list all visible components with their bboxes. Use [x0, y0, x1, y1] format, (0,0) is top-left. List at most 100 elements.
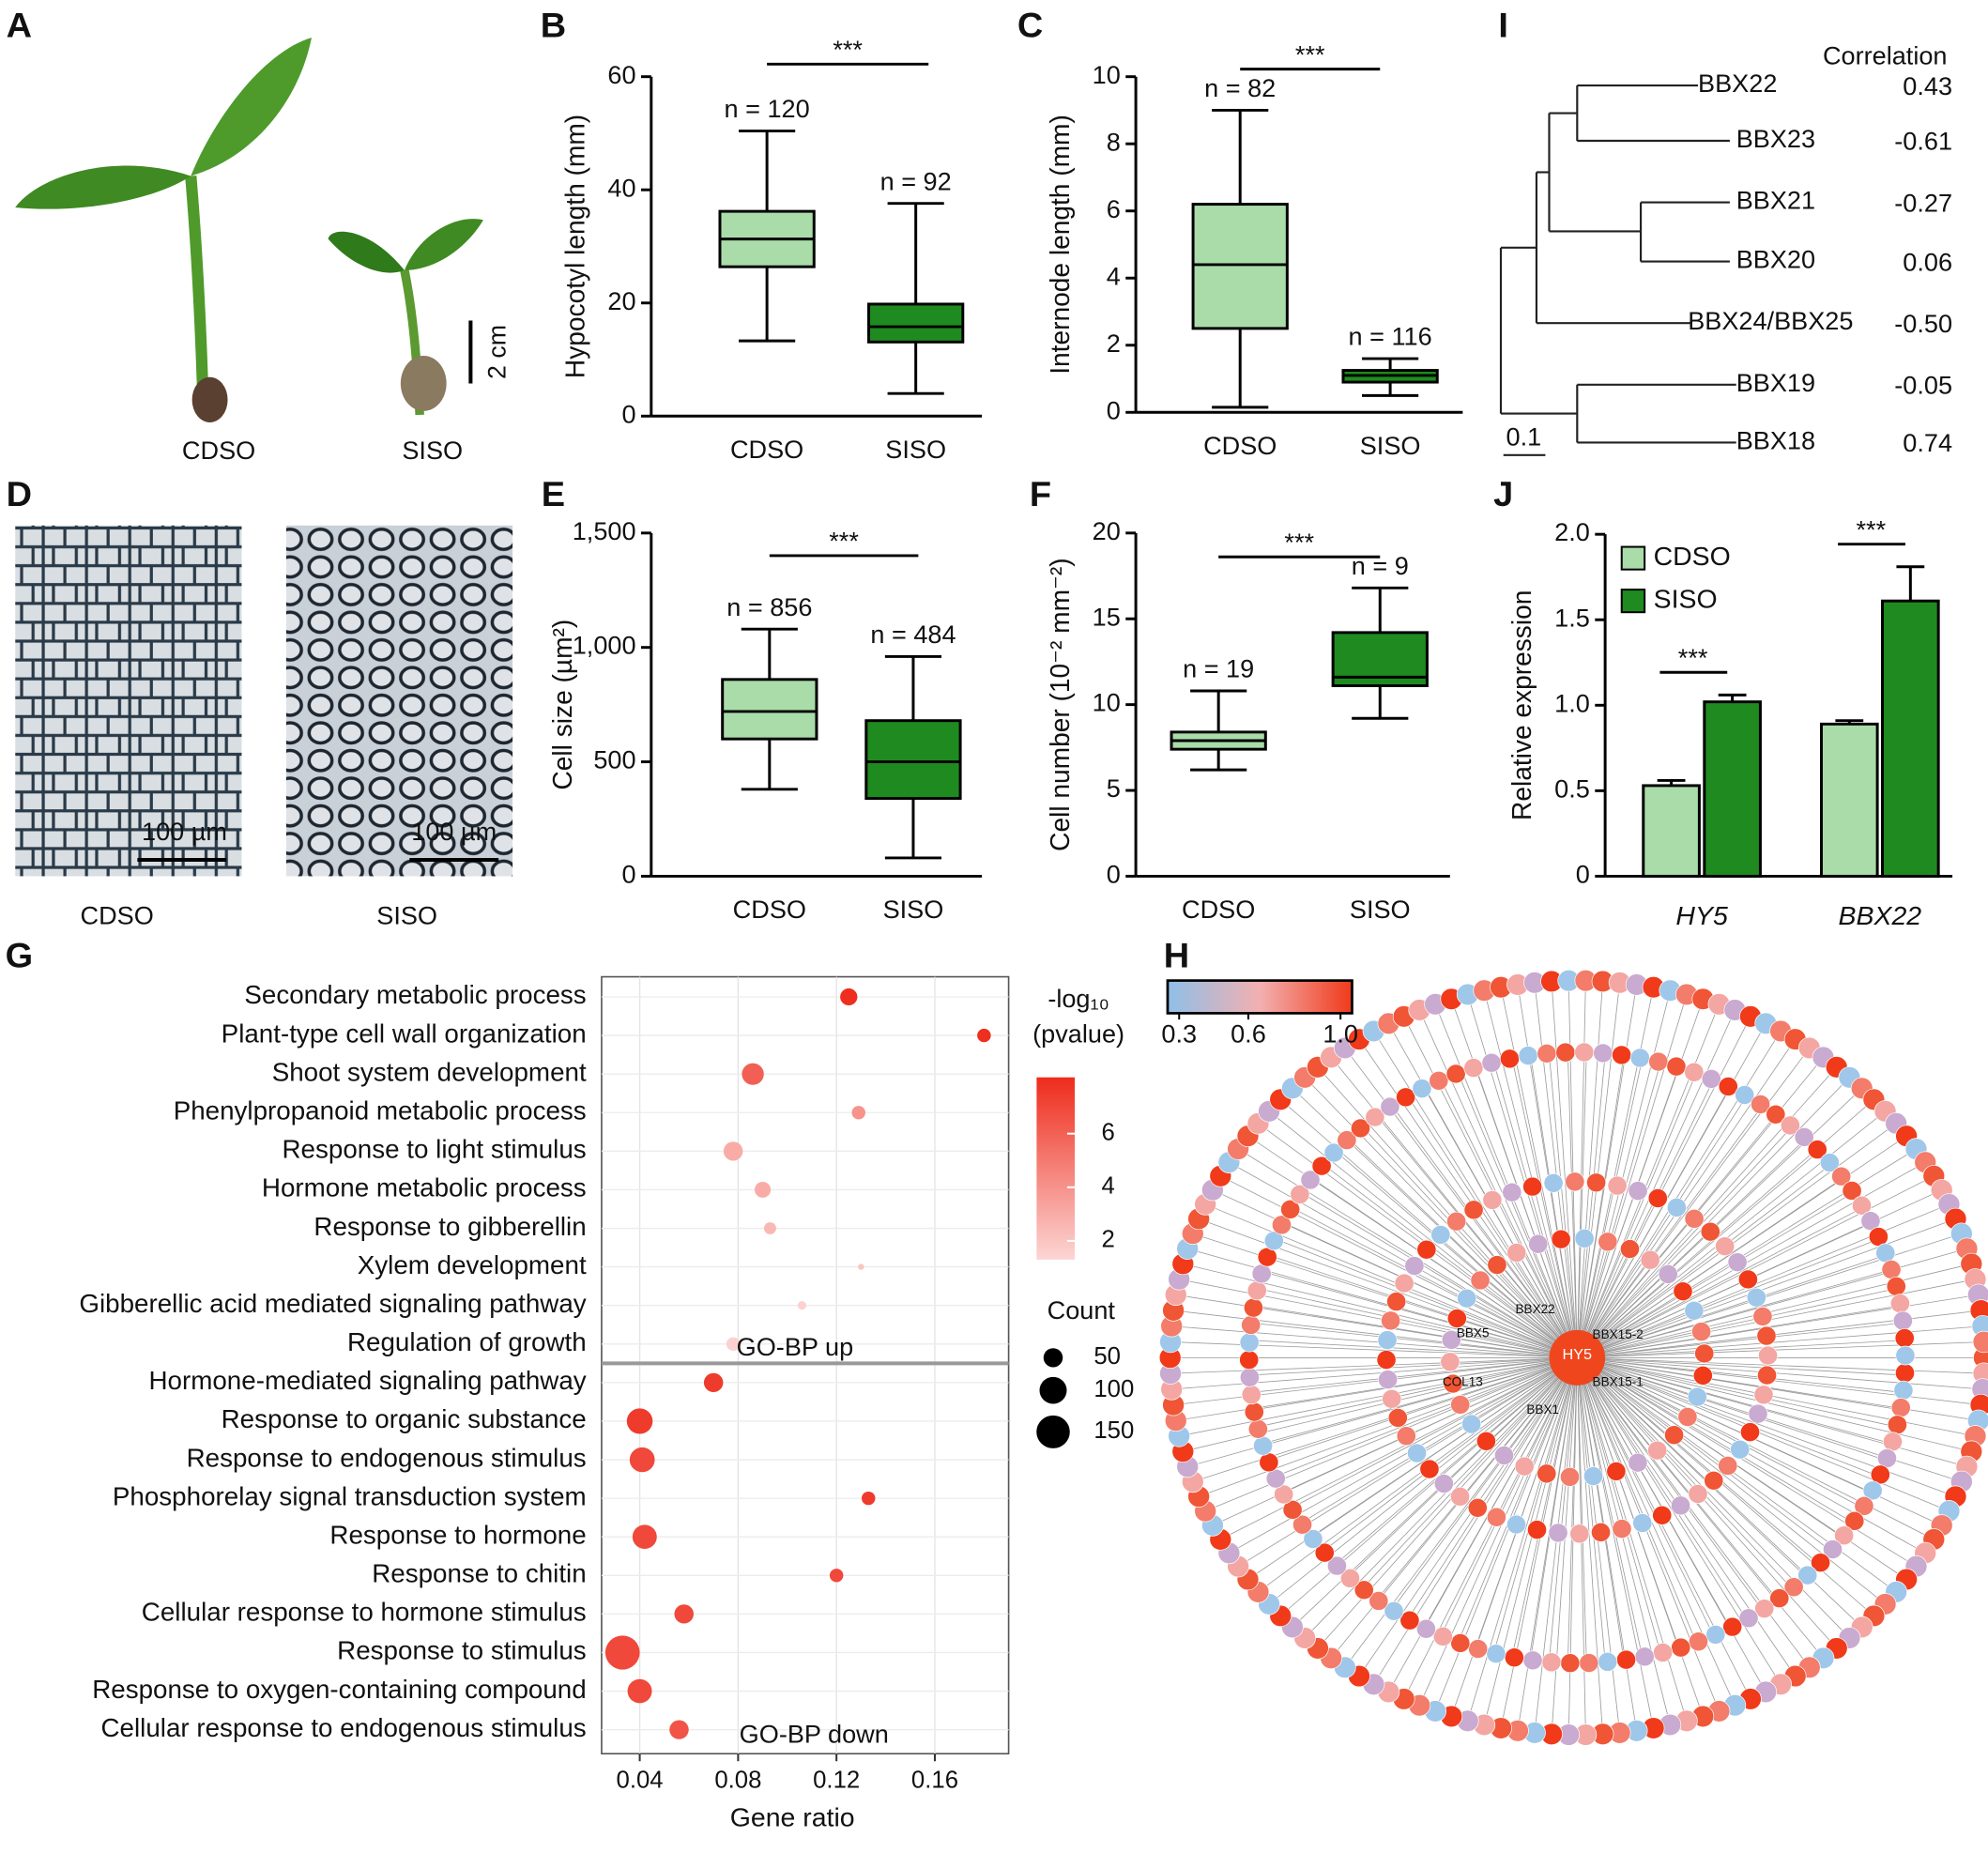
- node: [1735, 1085, 1755, 1105]
- edge: [1534, 1357, 1578, 1733]
- edge: [1576, 1357, 1606, 1662]
- edge: [1577, 1309, 1981, 1358]
- edge: [1577, 1356, 1904, 1393]
- node: [1311, 1156, 1332, 1176]
- node: [1259, 1452, 1279, 1473]
- edge: [1300, 1357, 1578, 1524]
- node: [1446, 1309, 1467, 1328]
- y-tick-label: 0: [621, 861, 635, 889]
- node: [1384, 1600, 1404, 1621]
- edge: [1577, 1177, 1843, 1358]
- edge: [1577, 1357, 1854, 1524]
- node: [1882, 1432, 1903, 1452]
- edge: [1407, 1095, 1578, 1358]
- correlation: -0.27: [1894, 190, 1952, 218]
- legend-swatch: [1620, 589, 1646, 614]
- node: [1687, 1386, 1707, 1407]
- panel-letter: I: [1498, 6, 1508, 45]
- node: [1445, 1064, 1466, 1084]
- node: [1282, 1500, 1303, 1520]
- node: [1493, 1446, 1514, 1465]
- y-tick-label: Regulation of growth: [347, 1327, 587, 1356]
- node: [1381, 1310, 1401, 1331]
- edge: [1577, 1357, 1886, 1605]
- plant-photo: [15, 38, 483, 422]
- node: [1684, 1062, 1705, 1082]
- y-tick-label: Response to hormone: [329, 1521, 586, 1550]
- edge: [1577, 1271, 1892, 1358]
- edge: [1376, 1115, 1578, 1358]
- edge: [1418, 1009, 1578, 1358]
- node: [1746, 1287, 1766, 1308]
- edge: [1262, 1356, 1578, 1445]
- edge: [1577, 1161, 1926, 1358]
- edge: [1391, 1357, 1578, 1611]
- bar: [1819, 722, 1879, 878]
- y-tick-label: 1.5: [1554, 604, 1590, 632]
- node: [1887, 1415, 1907, 1435]
- edge: [1267, 1254, 1578, 1358]
- correlation: -0.61: [1894, 128, 1952, 156]
- y-tick-label: 0: [621, 400, 635, 428]
- x-tick-label: 0.04: [617, 1768, 664, 1794]
- node: [1823, 1539, 1843, 1559]
- node: [1396, 1426, 1416, 1447]
- node: [1526, 1520, 1547, 1540]
- node: [1737, 1269, 1758, 1290]
- edge: [1317, 1066, 1578, 1358]
- correlation: 0.06: [1903, 248, 1952, 276]
- node: [1579, 1653, 1599, 1673]
- node: [1715, 1236, 1736, 1257]
- edge: [1483, 990, 1578, 1358]
- node: [1481, 1052, 1502, 1073]
- dot: [674, 1604, 694, 1624]
- edge: [1237, 1357, 1578, 1568]
- node: [1243, 1297, 1263, 1318]
- node: [1756, 1325, 1777, 1346]
- edge: [1220, 1175, 1578, 1358]
- bar: [1703, 700, 1762, 878]
- node: [1263, 1231, 1284, 1251]
- edge: [1317, 1357, 1578, 1649]
- edge: [1458, 1357, 1578, 1643]
- node: [1666, 1198, 1687, 1217]
- leaf-label: BBX24/BBX25: [1688, 307, 1853, 335]
- edge: [1205, 1203, 1578, 1358]
- panel-letter: C: [1017, 6, 1043, 45]
- y-axis-label: Cell number (10⁻² mm⁻²): [1045, 558, 1075, 850]
- label: SISO: [376, 902, 437, 930]
- edge: [1577, 1356, 1984, 1374]
- edge: [1279, 1357, 1578, 1616]
- node: [1463, 1058, 1484, 1078]
- node: [1619, 1239, 1640, 1259]
- node-label: BBX1: [1526, 1402, 1559, 1417]
- color-bar: [1166, 979, 1353, 1015]
- edge: [1257, 1356, 1578, 1428]
- node: [1292, 1514, 1313, 1535]
- edge: [1179, 1279, 1578, 1358]
- node: [1482, 1190, 1503, 1210]
- group-label: GO-BP down: [740, 1721, 889, 1749]
- x-tick-label: CDSO: [1182, 896, 1255, 924]
- node: [1894, 1328, 1915, 1348]
- x-tick-label: SISO: [1360, 432, 1421, 460]
- y-axis-label: Relative expression: [1506, 590, 1537, 820]
- node: [1718, 1456, 1738, 1476]
- scale-label: 100 µm: [142, 818, 227, 846]
- edge: [1577, 1356, 1873, 1493]
- node: [1253, 1435, 1274, 1456]
- x-tick-label: CDSO: [730, 436, 803, 464]
- node: [1280, 1199, 1301, 1219]
- node: [1684, 1208, 1705, 1229]
- size-label: 50: [1093, 1343, 1121, 1370]
- edge: [1577, 1357, 1897, 1593]
- node: [1780, 1115, 1800, 1136]
- edge: [1192, 1356, 1578, 1482]
- edge: [1577, 1148, 1917, 1358]
- dot: [726, 1337, 741, 1351]
- node: [1972, 1330, 1988, 1354]
- node: [1704, 1470, 1724, 1491]
- edge: [1577, 1357, 1832, 1552]
- edge: [1551, 981, 1578, 1358]
